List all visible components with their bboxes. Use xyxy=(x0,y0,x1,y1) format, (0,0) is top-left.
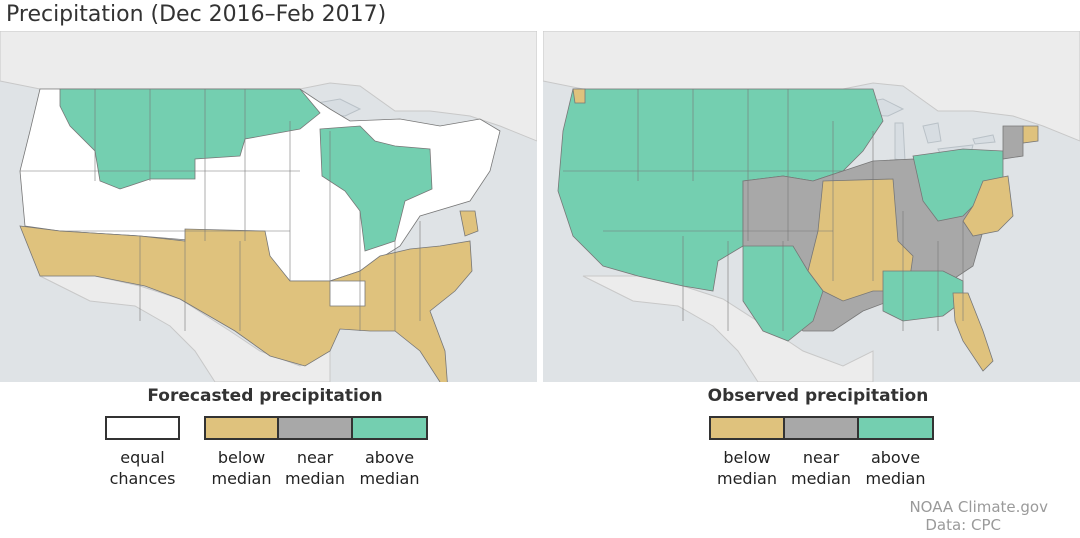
forecast-region-equal-pocket xyxy=(329,280,366,307)
observed-swatch-near xyxy=(783,416,859,440)
observed-region-below-ne xyxy=(1022,125,1039,144)
forecast-label-near: near median xyxy=(285,448,345,488)
observed-region-above-se xyxy=(882,270,964,322)
observed-swatch-below xyxy=(709,416,785,440)
observed-label-above: above median xyxy=(865,448,926,488)
forecast-swatch-above xyxy=(351,416,428,440)
observed-region-below-florida xyxy=(952,292,994,372)
observed-label-near: near median xyxy=(791,448,851,488)
observed-region-near-ne xyxy=(1002,125,1024,160)
forecast-label-above: above median xyxy=(359,448,420,488)
forecast-label-below: below median xyxy=(211,448,272,488)
forecast-map xyxy=(0,31,537,382)
state-borders xyxy=(20,89,421,331)
forecast-legend-title: Forecasted precipitation xyxy=(147,386,383,406)
observed-region-below-wa xyxy=(572,88,586,104)
forecast-swatch-equal xyxy=(105,416,180,440)
observed-region-below-central xyxy=(807,178,914,302)
state-borders xyxy=(563,89,964,331)
observed-region-below-atlantic xyxy=(962,175,1014,237)
forecast-label-equal: equal chances xyxy=(109,448,176,488)
forecast-region-below-south xyxy=(19,225,473,382)
forecast-region-above-north xyxy=(59,88,321,190)
forecast-map-svg xyxy=(0,31,537,382)
observed-region-above-west xyxy=(557,88,884,292)
forecast-swatch-near xyxy=(277,416,353,440)
observed-map-svg xyxy=(543,31,1080,382)
observed-legend-title: Observed precipitation xyxy=(707,386,929,406)
observed-map xyxy=(543,31,1080,382)
credit-source: NOAA Climate.gov xyxy=(909,498,1048,516)
chart-title: Precipitation (Dec 2016–Feb 2017) xyxy=(6,2,387,27)
credit-data: Data: CPC xyxy=(925,516,1001,534)
observed-swatch-above xyxy=(857,416,934,440)
forecast-region-above-lakes xyxy=(319,125,433,252)
forecast-swatch-below xyxy=(204,416,279,440)
forecast-region-below-md xyxy=(459,210,479,237)
observed-label-below: below median xyxy=(717,448,777,488)
